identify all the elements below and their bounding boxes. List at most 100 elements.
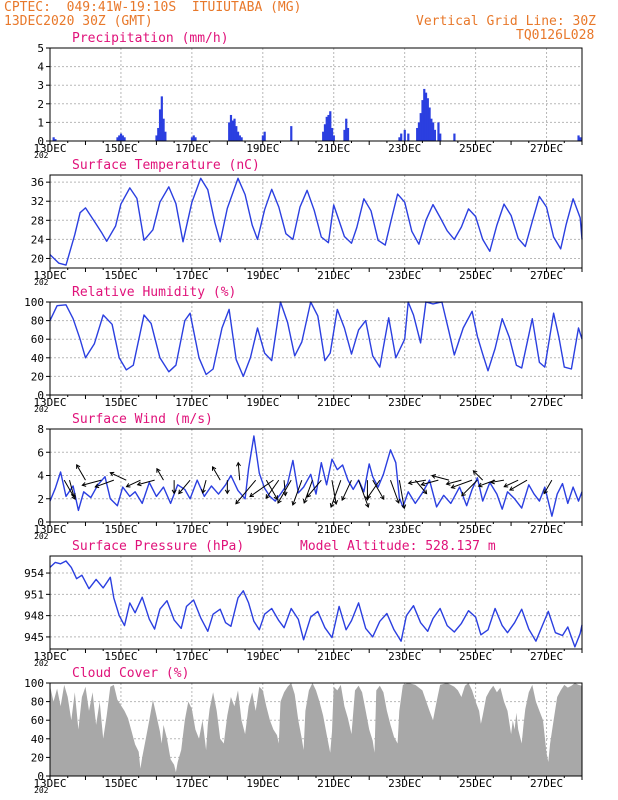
xtick-label-temp: 23DEC [388, 269, 421, 282]
precip-bar [343, 129, 346, 141]
wind-arrow-head [236, 461, 241, 467]
year-fragment-temp: 202 [34, 278, 49, 287]
xtick-label-rh: 23DEC [388, 396, 421, 409]
wind-arrow-head [329, 503, 335, 508]
wind-arrow-head [235, 499, 240, 505]
precip-bar [190, 137, 194, 141]
precip-bar [421, 100, 424, 141]
header-code: TQ0126L028 [516, 28, 595, 43]
model-altitude: Model Altitude: 528.137 m [300, 539, 496, 554]
precip-bar [235, 126, 238, 141]
precip-bar [323, 124, 327, 141]
wind-arrow-head [422, 489, 428, 495]
year-fragment-cloud: 202 [34, 786, 49, 795]
ytick-label-cloud: 20 [31, 751, 44, 764]
ytick-label-cloud: 0 [37, 770, 44, 783]
xtick-label-temp: 25DEC [459, 269, 492, 282]
precip-bar [426, 98, 429, 141]
ytick-label-temp: 20 [31, 252, 44, 265]
xtick-label-cloud: 13DEC [33, 777, 66, 790]
wind-arrow-head [341, 496, 346, 501]
wind-arrow [543, 479, 553, 494]
wind-arrow-head [125, 483, 131, 488]
wind-arrow-head [543, 489, 548, 495]
ytick-label-cloud: 80 [31, 696, 44, 709]
frame-precip [49, 47, 583, 142]
ytick-label-wind: 8 [37, 423, 44, 436]
xtick-label-pres: 19DEC [246, 650, 279, 663]
wind-arrow-head [136, 481, 142, 487]
xtick-label-cloud: 25DEC [459, 777, 492, 790]
wind-arrow [283, 480, 286, 496]
xtick-label-wind: 15DEC [104, 523, 137, 536]
wind-arrow-head [364, 503, 370, 508]
ytick-label-temp: 36 [31, 176, 44, 189]
precip-bar [330, 127, 334, 141]
precip-bar [231, 120, 234, 141]
wind-arrow-head [461, 491, 466, 497]
header-grid-note: Vertical Grid Line: 30Z [416, 14, 597, 29]
panel-wind [46, 428, 583, 526]
wind-arrow [235, 479, 257, 505]
wind-arrow-head [472, 470, 478, 475]
xtick-label-pres: 21DEC [317, 650, 350, 663]
title-pres: Surface Pressure (hPa) [72, 539, 244, 554]
wind-arrow-head [201, 488, 206, 494]
ytick-label-cloud: 100 [24, 677, 44, 690]
xtick-label-temp: 19DEC [246, 269, 279, 282]
xtick-label-wind: 25DEC [459, 523, 492, 536]
precip-bar [332, 135, 335, 141]
ytick-label-wind: 0 [37, 516, 44, 529]
wind-arrow-head [211, 465, 217, 471]
wind-arrow-head [431, 474, 436, 479]
xtick-label-precip: 13DEC [33, 142, 66, 155]
xtick-label-precip: 15DEC [104, 142, 137, 155]
precip-bar [437, 122, 440, 141]
wind-arrow [473, 470, 484, 481]
wind-arrow [156, 468, 164, 481]
precip-bar [400, 133, 403, 141]
wind-arrow-head [178, 489, 183, 495]
wind-arrow [490, 479, 505, 483]
wind-arrow-head [291, 500, 297, 506]
xtick-label-cloud: 19DEC [246, 777, 279, 790]
precip-bar [192, 135, 195, 141]
header-date: 13DEC2020 30Z (GMT) [4, 14, 153, 29]
xtick-label-pres: 13DEC [33, 650, 66, 663]
precip-bar [416, 127, 419, 141]
ytick-label-precip: 5 [37, 42, 44, 55]
precip-bar [423, 88, 426, 141]
wind-arrow-head [395, 498, 400, 504]
xtick-label-cloud: 23DEC [388, 777, 421, 790]
ytick-label-rh: 60 [31, 333, 44, 346]
xtick-label-cloud: 27DEC [530, 777, 563, 790]
precip-bar [322, 131, 325, 141]
title-wind: Surface Wind (m/s) [72, 412, 213, 427]
ytick-label-pres: 954 [24, 567, 44, 580]
year-fragment-pres: 202 [34, 659, 49, 668]
precip-bar [453, 133, 456, 141]
precip-bar [164, 131, 167, 141]
ytick-label-cloud: 60 [31, 714, 44, 727]
frame-rh [49, 301, 583, 396]
ytick-label-precip: 0 [37, 135, 44, 148]
xtick-label-wind: 23DEC [388, 523, 421, 536]
wind-arrow-head [94, 483, 100, 489]
precip-bar [236, 131, 240, 141]
precip-bar [432, 122, 435, 141]
precip-bar [346, 127, 350, 141]
wind-arrow [408, 479, 427, 484]
precip-bar [345, 118, 348, 141]
wind-arrow-head [302, 498, 308, 504]
xtick-label-precip: 25DEC [459, 142, 492, 155]
wind-arrow [341, 479, 352, 501]
precip-bar [233, 118, 236, 141]
precip-bar [398, 137, 401, 141]
ytick-label-cloud: 40 [31, 733, 44, 746]
precip-bar [194, 137, 197, 141]
ytick-label-pres: 948 [24, 610, 44, 623]
xtick-label-rh: 25DEC [459, 396, 492, 409]
wind-arrow [237, 462, 241, 481]
wind-arrow-head [333, 500, 339, 505]
